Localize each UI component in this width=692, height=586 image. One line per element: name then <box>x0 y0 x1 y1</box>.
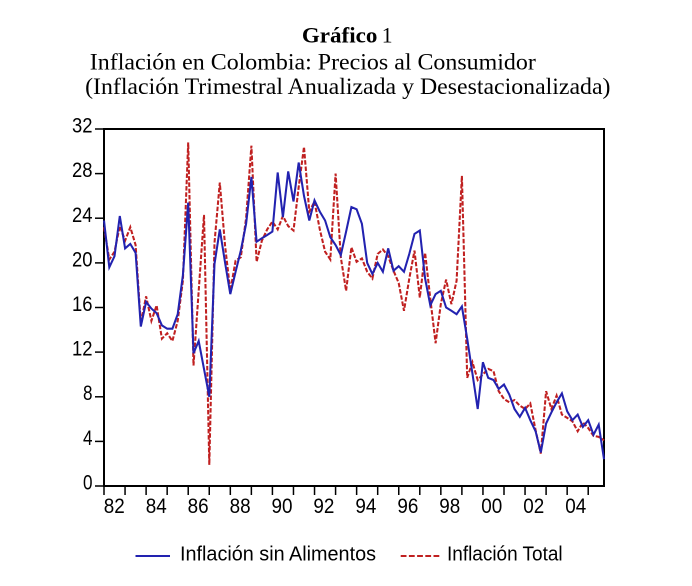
svg-text:84: 84 <box>146 495 167 518</box>
svg-text:24: 24 <box>72 204 93 227</box>
svg-text:82: 82 <box>104 495 125 518</box>
svg-text:(Inflación Trimestral Anualiza: (Inflación Trimestral Anualizada y Deses… <box>85 74 610 99</box>
svg-text:1: 1 <box>382 22 393 47</box>
svg-text:16: 16 <box>72 293 93 316</box>
svg-text:0: 0 <box>83 472 93 495</box>
svg-text:86: 86 <box>188 495 209 518</box>
svg-text:Inflación sin Alimentos: Inflación sin Alimentos <box>180 544 376 566</box>
svg-text:88: 88 <box>230 495 251 518</box>
svg-text:94: 94 <box>355 495 376 518</box>
svg-text:Inflación en Colombia: Precios: Inflación en Colombia: Precios al Consum… <box>90 50 536 75</box>
svg-text:98: 98 <box>439 495 460 518</box>
svg-text:Inflación Total: Inflación Total <box>447 544 563 566</box>
svg-text:4: 4 <box>83 427 93 450</box>
svg-text:20: 20 <box>72 248 93 271</box>
svg-text:90: 90 <box>272 495 293 518</box>
svg-text:Gráfico: Gráfico <box>302 22 378 47</box>
svg-text:02: 02 <box>523 495 544 518</box>
svg-text:00: 00 <box>481 495 502 518</box>
svg-text:96: 96 <box>397 495 418 518</box>
svg-text:12: 12 <box>72 338 93 361</box>
svg-text:28: 28 <box>72 159 93 182</box>
svg-text:32: 32 <box>72 115 93 138</box>
svg-text:8: 8 <box>83 382 93 405</box>
svg-text:04: 04 <box>565 495 586 518</box>
svg-text:92: 92 <box>313 495 334 518</box>
